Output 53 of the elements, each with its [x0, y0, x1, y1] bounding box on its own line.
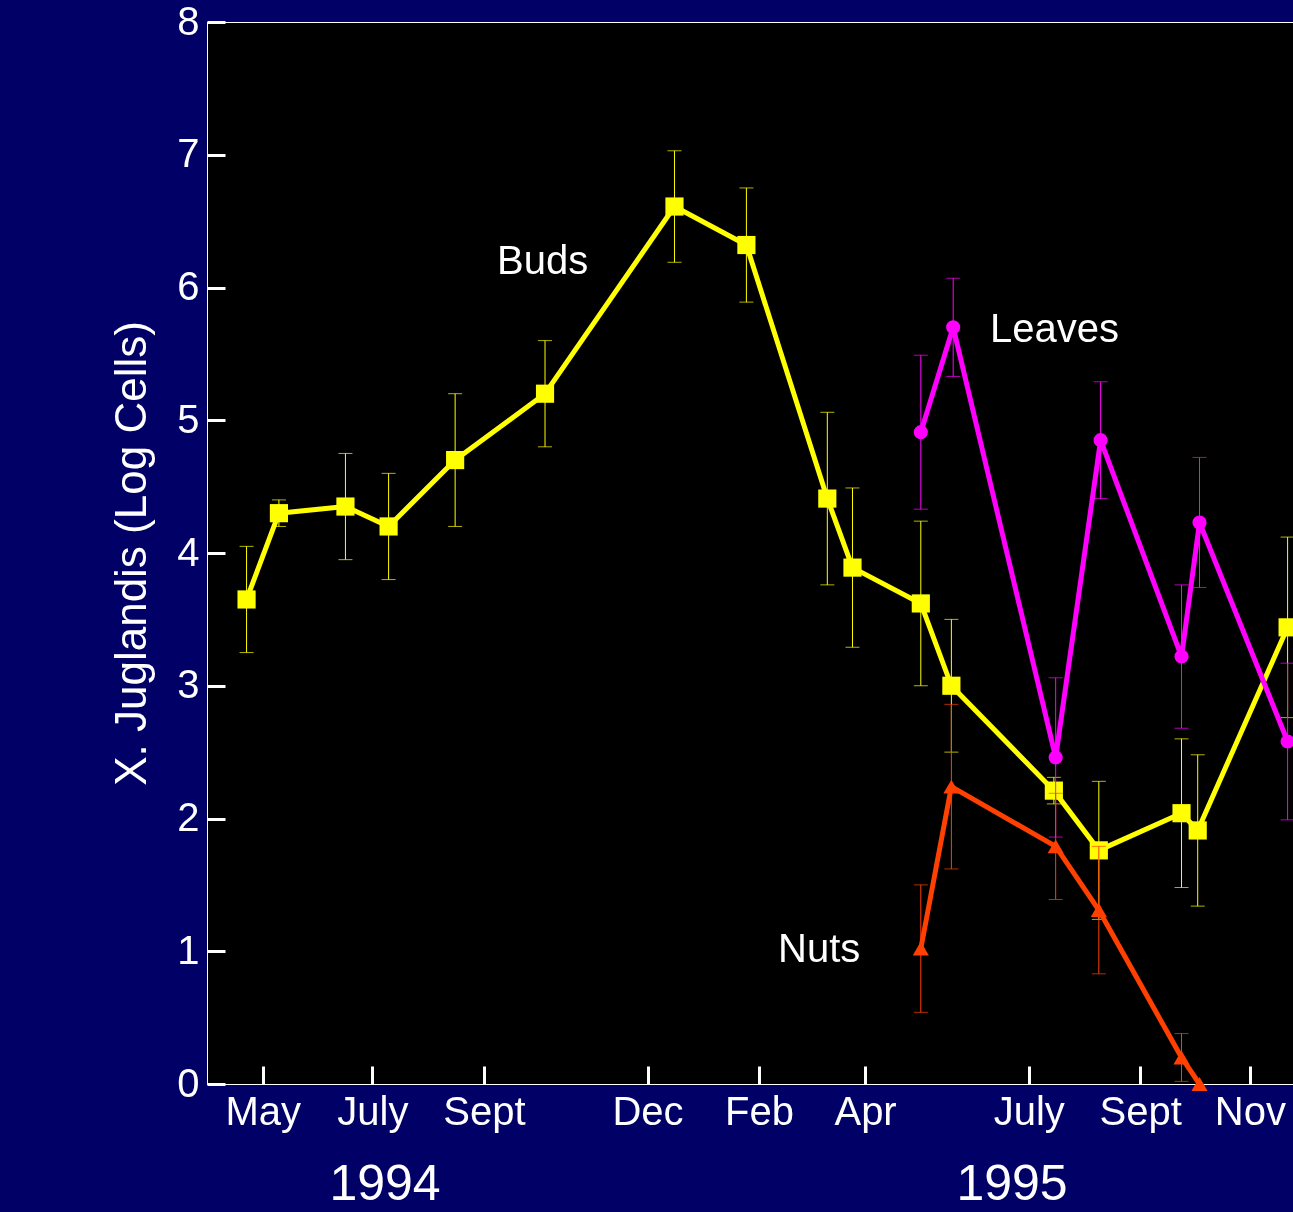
point	[1188, 821, 1207, 840]
point	[269, 504, 288, 523]
y-tick-label: 3	[177, 662, 200, 707]
point	[946, 320, 961, 335]
point	[912, 941, 929, 956]
series-label: Buds	[497, 238, 589, 282]
y-tick-label: 2	[177, 795, 200, 839]
point	[1048, 750, 1063, 765]
x-tick-label: Sept	[1099, 1088, 1182, 1133]
point	[1192, 515, 1207, 530]
y-axis-title: X. Juglandis (Log Cells)	[106, 321, 156, 786]
point	[1093, 433, 1108, 448]
point	[446, 450, 465, 470]
point	[913, 425, 928, 440]
point	[379, 517, 398, 536]
text: 1994	[329, 1155, 441, 1211]
x-tick-label: July	[993, 1088, 1065, 1133]
x-tick-label: Sept	[443, 1088, 526, 1133]
point	[1090, 903, 1107, 918]
point	[843, 558, 862, 577]
x-tick-label: July	[337, 1088, 409, 1133]
point	[911, 594, 930, 613]
point	[943, 779, 960, 794]
y-tick-label: 6	[177, 264, 200, 308]
point	[1173, 1050, 1190, 1065]
y-tick-label: 1	[177, 927, 200, 972]
y-tick-label: 8	[177, 0, 200, 43]
point	[1044, 781, 1063, 800]
y-tick-label: 5	[177, 396, 200, 441]
x-tick-label: May	[225, 1088, 302, 1133]
point	[336, 497, 355, 516]
point	[1089, 841, 1108, 860]
point	[737, 235, 756, 255]
x-tick-label: Dec	[612, 1088, 684, 1133]
point	[818, 489, 837, 508]
series-label: Nuts	[778, 926, 861, 970]
point	[1280, 734, 1293, 749]
point	[1191, 1077, 1208, 1091]
point	[1047, 839, 1064, 854]
point	[535, 384, 555, 403]
x-tick-label: Apr	[834, 1088, 897, 1133]
y-tick-label: 0	[177, 1060, 200, 1105]
x-tick-label: Nov	[1214, 1088, 1286, 1133]
y-tick-label: 4	[177, 529, 200, 574]
point	[237, 590, 256, 609]
point	[665, 197, 684, 216]
x-tick-label: Feb	[725, 1088, 794, 1133]
y-tick-label: 7	[177, 131, 200, 176]
point	[1172, 804, 1191, 823]
series-label: Leaves	[990, 306, 1119, 350]
point	[1174, 649, 1189, 664]
text: 1995	[956, 1155, 1068, 1211]
point	[942, 676, 961, 695]
